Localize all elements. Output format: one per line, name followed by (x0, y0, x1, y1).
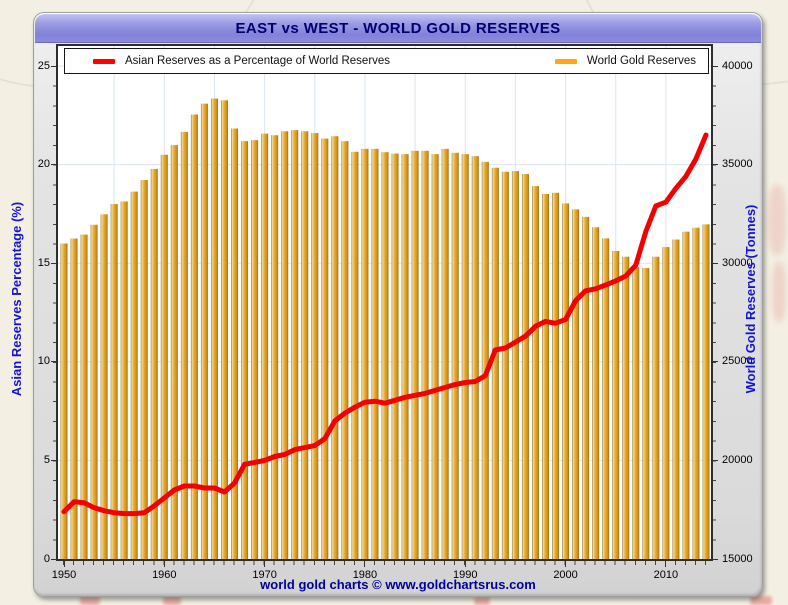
legend-box: Asian Reserves as a Percentage of World … (64, 48, 709, 74)
right-axis-tick-label: 35000 (722, 158, 753, 171)
chart-title-bar: EAST vs WEST - WORLD GOLD RESERVES (35, 14, 761, 43)
x-axis-tick-label: 1990 (453, 569, 478, 581)
background-watermark-bottom-4 (750, 596, 772, 605)
x-axis-minor-ticks (63, 561, 708, 565)
legend-swatch-red-line (93, 58, 115, 64)
left-axis-tick-label: 10 (37, 355, 50, 368)
left-axis-minor-ticks (53, 66, 56, 560)
left-axis-tick (51, 558, 56, 560)
left-axis-tick-label: 0 (43, 552, 50, 565)
x-axis-tick-label: 1970 (252, 569, 277, 581)
background-watermark-right-2 (772, 262, 786, 322)
left-axis-tick (51, 164, 56, 166)
left-axis-title: Asian Reserves Percentage (%) (9, 201, 24, 397)
legend-label-world-reserves: World Gold Reserves (586, 55, 696, 67)
left-axis-tick (51, 361, 56, 363)
x-axis-tick-label: 1950 (51, 569, 77, 581)
left-axis-tick-label: 20 (37, 158, 50, 171)
left-axis-tick (51, 65, 56, 67)
right-axis-tick (713, 459, 718, 461)
chart-panel: EAST vs WEST - WORLD GOLD RESERVES Asian… (9, 12, 763, 597)
right-axis-tick (713, 65, 718, 67)
background-watermark-bottom-3 (474, 597, 490, 605)
x-axis-tick (264, 561, 266, 567)
plot-area (56, 44, 713, 561)
right-axis-tick-label: 30000 (722, 256, 753, 269)
right-axis-title: World Gold Reserves (Tonnes) (743, 204, 758, 394)
chart-canvas (58, 46, 711, 559)
x-axis-tick (665, 561, 667, 567)
legend-label-asian-percentage: Asian Reserves as a Percentage of World … (125, 55, 391, 67)
legend-item-asian-percentage: Asian Reserves as a Percentage of World … (93, 55, 390, 67)
background-watermark-right (768, 185, 786, 255)
right-axis-tick-label: 20000 (722, 453, 753, 466)
legend-swatch-gold-bar (554, 58, 577, 64)
right-axis-minor-ticks (713, 66, 716, 560)
chart-title: EAST vs WEST - WORLD GOLD RESERVES (235, 19, 561, 37)
background-watermark-bottom-2 (163, 596, 181, 605)
right-axis-tick-label: 25000 (722, 355, 753, 368)
right-axis-tick (713, 558, 718, 560)
x-axis-tick-label: 1960 (152, 569, 177, 581)
background-watermark-bottom-1 (80, 596, 100, 605)
x-axis-tick (364, 561, 366, 567)
right-axis-tick-label: 15000 (722, 552, 753, 565)
x-axis-tick-label: 2010 (653, 569, 679, 581)
left-axis-tick-label: 25 (37, 59, 50, 72)
left-axis-tick-label: 15 (37, 256, 50, 269)
left-axis-tick (51, 262, 56, 264)
x-axis-tick-label: 2000 (553, 569, 578, 581)
x-axis-tick (63, 561, 65, 567)
footer-credit: world gold charts © www.goldchartsrus.co… (260, 577, 536, 592)
x-axis-tick (464, 561, 466, 567)
x-axis-tick (163, 561, 165, 567)
left-axis-tick (51, 459, 56, 461)
legend-item-world-reserves: World Gold Reserves (554, 55, 696, 67)
left-axis-tick-label: 5 (43, 453, 50, 466)
right-axis-tick-label: 40000 (722, 59, 753, 72)
right-axis-tick (713, 262, 718, 264)
right-axis-tick (713, 361, 718, 363)
x-axis-tick-label: 1980 (352, 569, 378, 581)
right-axis-tick (713, 164, 718, 166)
x-axis-tick (565, 561, 567, 567)
